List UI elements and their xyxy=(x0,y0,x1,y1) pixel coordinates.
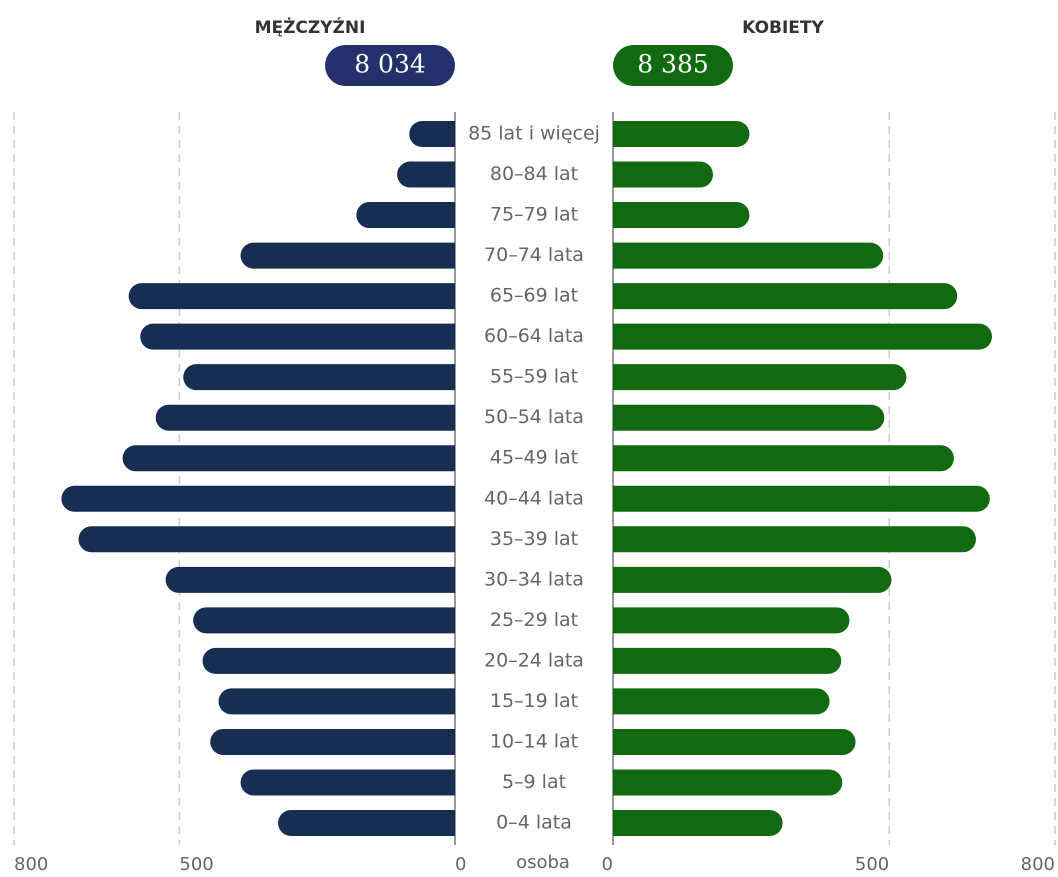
bar xyxy=(210,728,455,755)
bar xyxy=(613,526,976,553)
bar xyxy=(409,121,455,147)
bar xyxy=(613,323,993,350)
category-label: 45–49 lat xyxy=(490,447,578,469)
total-badge xyxy=(325,45,455,86)
category-label: 0–4 lata xyxy=(496,812,572,834)
bar xyxy=(613,445,954,472)
category-label: 35–39 lat xyxy=(490,528,578,550)
category-label: 40–44 lata xyxy=(484,487,584,509)
category-label: 20–24 lata xyxy=(484,649,584,671)
total-label: 8 034 xyxy=(354,50,426,79)
x-tick-label: 800 xyxy=(14,854,48,875)
bar xyxy=(240,242,455,269)
total-badge xyxy=(613,45,733,86)
bar xyxy=(165,566,455,593)
bar xyxy=(356,202,455,229)
category-label: 50–54 lata xyxy=(484,406,584,428)
category-label: 85 lat i więcej xyxy=(468,123,600,145)
bar xyxy=(613,810,783,836)
category-label: 15–19 lat xyxy=(490,690,578,712)
bar xyxy=(218,688,455,715)
bar xyxy=(613,121,750,147)
series-title: MĘŻCZYŹNI xyxy=(255,16,366,38)
x-tick-label: 0 xyxy=(455,854,466,875)
category-label: 80–84 lat xyxy=(490,163,578,185)
category-label: 5–9 lat xyxy=(502,771,566,793)
category-label: 60–64 lata xyxy=(484,325,584,347)
bar xyxy=(122,445,455,472)
category-label: 75–79 lat xyxy=(490,204,578,226)
bar xyxy=(613,728,856,755)
bar xyxy=(613,404,885,431)
bar xyxy=(61,485,456,512)
bar xyxy=(128,283,455,310)
bar xyxy=(613,202,750,229)
bar xyxy=(613,566,892,593)
x-tick-label: 500 xyxy=(855,854,889,875)
bar xyxy=(613,688,830,715)
x-tick-label: 500 xyxy=(179,854,213,875)
x-tick-label: 0 xyxy=(602,854,613,875)
bar xyxy=(202,647,455,674)
bar xyxy=(183,364,455,391)
total-label: 8 385 xyxy=(637,50,709,79)
bar xyxy=(193,607,455,634)
bar xyxy=(613,283,958,310)
bar xyxy=(613,242,884,269)
bar xyxy=(613,607,850,634)
bar xyxy=(155,404,455,431)
bar xyxy=(613,647,842,674)
axis-label: osoba xyxy=(516,852,570,873)
category-label: 65–69 lat xyxy=(490,285,578,307)
category-label: 10–14 lat xyxy=(490,730,578,752)
bar xyxy=(613,769,843,796)
bar xyxy=(78,526,456,553)
bar xyxy=(140,323,455,350)
bar xyxy=(613,364,907,391)
bar xyxy=(613,485,990,512)
x-tick-label: 800 xyxy=(1021,854,1055,875)
bar xyxy=(278,810,455,836)
bar xyxy=(613,161,714,188)
category-label: 25–29 lat xyxy=(490,609,578,631)
category-label: 55–59 lat xyxy=(490,366,578,388)
category-label: 30–34 lata xyxy=(484,568,584,590)
bar xyxy=(397,161,455,188)
bar xyxy=(240,769,455,796)
category-label: 70–74 lata xyxy=(484,244,584,266)
series-title: KOBIETY xyxy=(742,18,824,38)
